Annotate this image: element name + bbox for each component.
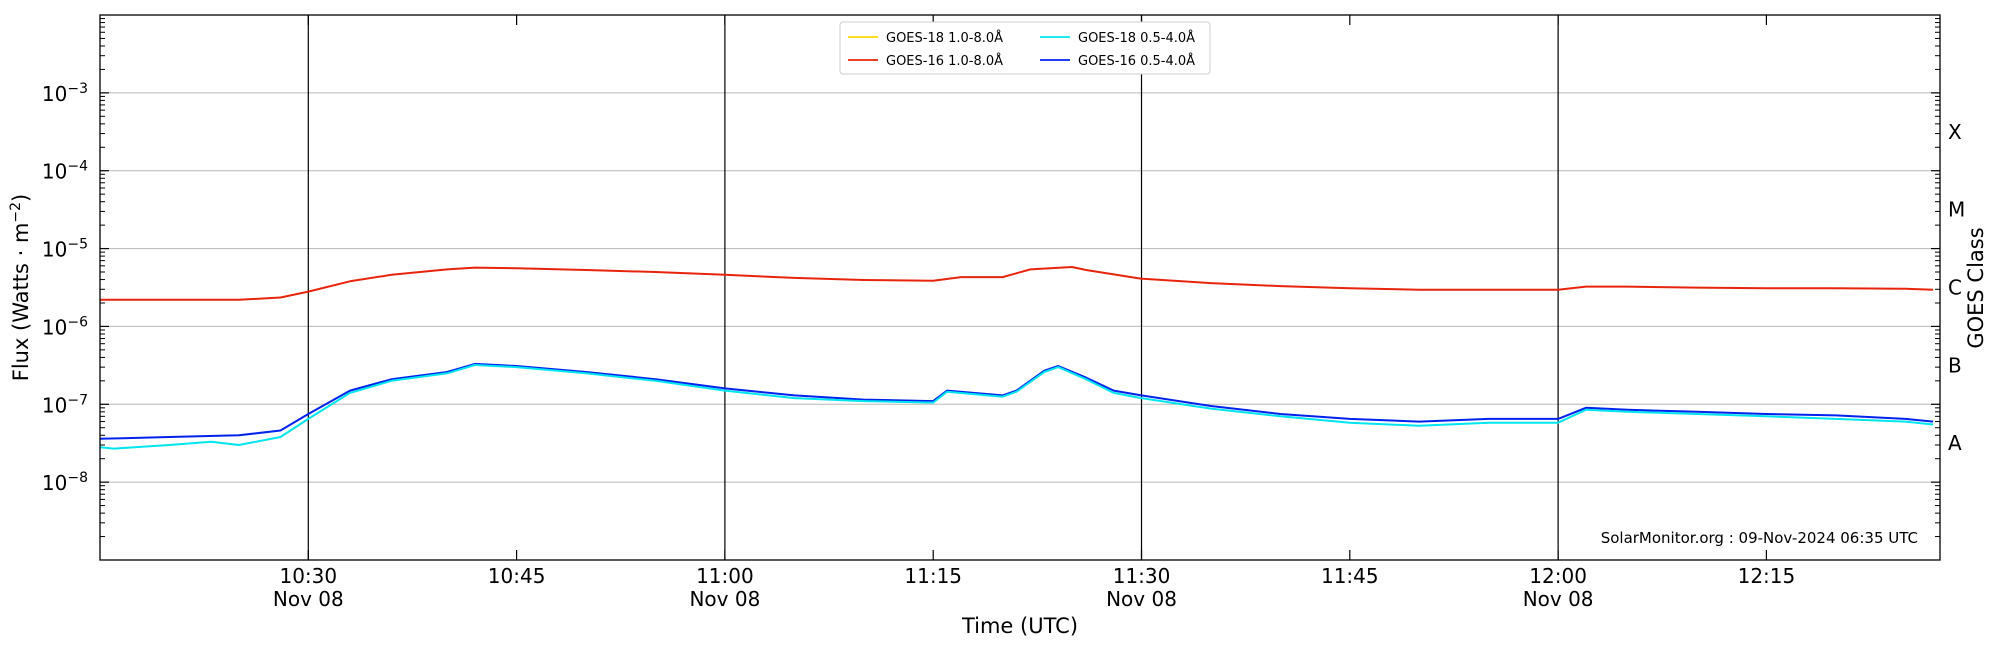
- plot-frame: [99, 14, 1941, 561]
- goes-class-axis-title: GOES Class: [1964, 227, 1988, 348]
- goes-class-m: M: [1948, 198, 1965, 222]
- y-tick-label: 10−5: [42, 237, 88, 262]
- series-line-1: [99, 362, 1934, 440]
- y-tick-label-base: 10: [42, 160, 67, 184]
- y-axis-title-close: ): [9, 194, 33, 202]
- series-line-2: [99, 364, 1934, 450]
- goes-class-c: C: [1948, 276, 1962, 300]
- y-tick-label-base: 10: [42, 82, 67, 106]
- x-tick-label: 12:15: [1738, 564, 1796, 588]
- y-tick-label: 10−7: [42, 392, 88, 417]
- x-axis-title: Time (UTC): [961, 614, 1078, 638]
- legend: GOES-18 1.0-8.0Å GOES-18 0.5-4.0Å GOES-16 …: [839, 21, 1211, 75]
- legend-label: GOES-16 0.5-4.0Å: [1078, 53, 1195, 69]
- goes-class-b: B: [1948, 353, 1962, 377]
- x-tick-date-label: Nov 08: [1106, 587, 1177, 611]
- goes-class-labels: A B C M X: [1948, 120, 1965, 455]
- legend-label: GOES-16 1.0-8.0Å: [886, 53, 1003, 69]
- y-tick-label: 10−4: [42, 159, 88, 184]
- x-tick-label: 11:45: [1321, 564, 1379, 588]
- x-tick-label: 12:00: [1529, 564, 1587, 588]
- y-tick-label-exponent: −5: [67, 237, 88, 253]
- y-tick-label-exponent: −4: [67, 159, 88, 175]
- y-tick-label-exponent: −8: [67, 470, 88, 486]
- x-tick-label: 11:30: [1113, 564, 1171, 588]
- x-tick-label: 10:45: [488, 564, 546, 588]
- y-tick-label-base: 10: [42, 393, 67, 417]
- y-tick-label-base: 10: [42, 471, 67, 495]
- y-tick-label-exponent: −7: [67, 392, 88, 408]
- y-axis-title-main: Flux (Watts · m: [9, 223, 33, 382]
- grid-lines: [100, 92, 1940, 483]
- x-tick-label: 11:00: [696, 564, 754, 588]
- goes-class-x: X: [1948, 120, 1962, 144]
- date-boundary-lines: [307, 15, 1559, 560]
- x-tick-date-label: Nov 08: [1523, 587, 1594, 611]
- y-tick-label-base: 10: [42, 238, 67, 262]
- y-tick-label-exponent: −3: [67, 81, 88, 97]
- y-tick-label-exponent: −6: [67, 314, 88, 330]
- x-tick-date-label: Nov 08: [273, 587, 344, 611]
- legend-box: [839, 21, 1211, 75]
- series-lines: [99, 266, 1934, 450]
- legend-label: GOES-18 0.5-4.0Å: [1078, 30, 1195, 46]
- y-tick-label: 10−8: [42, 470, 88, 495]
- y-axis-title: Flux (Watts · m−2): [8, 194, 33, 382]
- y-tick-label-base: 10: [42, 315, 67, 339]
- series-line-0: [100, 266, 1934, 301]
- goes-class-a: A: [1948, 431, 1962, 455]
- x-tick-date-label: Nov 08: [689, 587, 760, 611]
- legend-label: GOES-18 1.0-8.0Å: [886, 30, 1003, 46]
- y-tick-label: 10−6: [42, 314, 88, 339]
- x-tick-label: 11:15: [904, 564, 962, 588]
- y-axis-title-exponent: −2: [8, 202, 24, 223]
- credit-text: SolarMonitor.org : 09-Nov-2024 06:35 UTC: [1601, 529, 1918, 547]
- x-tick-label: 10:30: [279, 564, 337, 588]
- axis-ticks: [100, 15, 1940, 560]
- y-tick-label: 10−3: [42, 81, 88, 106]
